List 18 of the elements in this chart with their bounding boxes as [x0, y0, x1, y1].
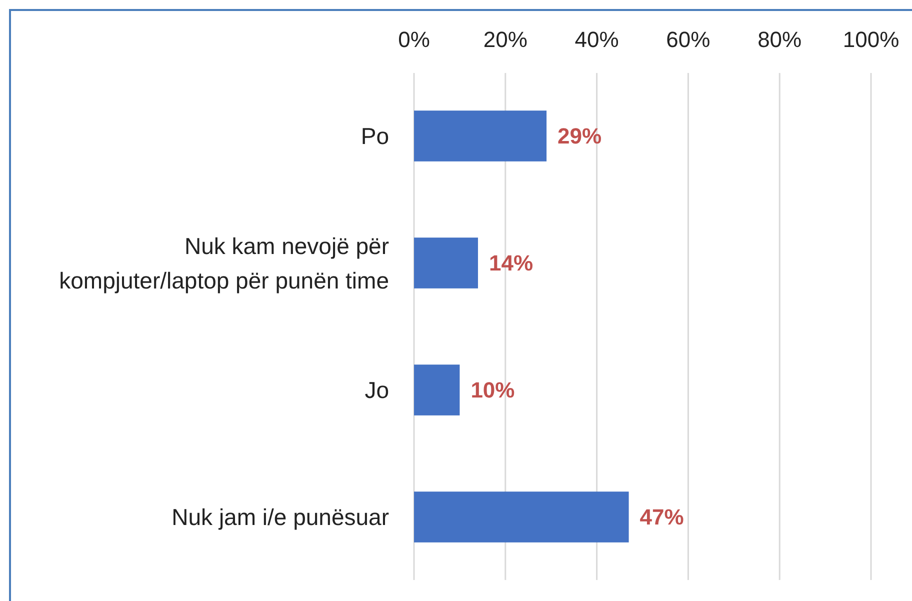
y-tick-label: Nuk jam i/e punësuar [172, 504, 390, 530]
data-label: 10% [470, 378, 515, 403]
bar [414, 492, 629, 542]
x-tick-label: 80% [758, 27, 802, 52]
x-tick-label: 40% [574, 27, 619, 52]
bar [414, 238, 478, 288]
x-tick-label: 100% [842, 27, 900, 52]
data-label: 47% [640, 504, 684, 530]
y-tick-label: Jo [364, 377, 389, 404]
bar [414, 364, 460, 416]
x-tick-label: 0% [398, 27, 430, 52]
bar [414, 110, 547, 162]
y-tick-label: Nuk kam nevojë për kompjuter/laptop për punën time [59, 232, 390, 294]
x-tick-label: 60% [666, 27, 710, 52]
x-tick-label: 20% [483, 27, 528, 52]
data-label: 14% [488, 250, 534, 276]
data-label: 29% [558, 124, 602, 149]
y-tick-label: Po [360, 123, 389, 150]
